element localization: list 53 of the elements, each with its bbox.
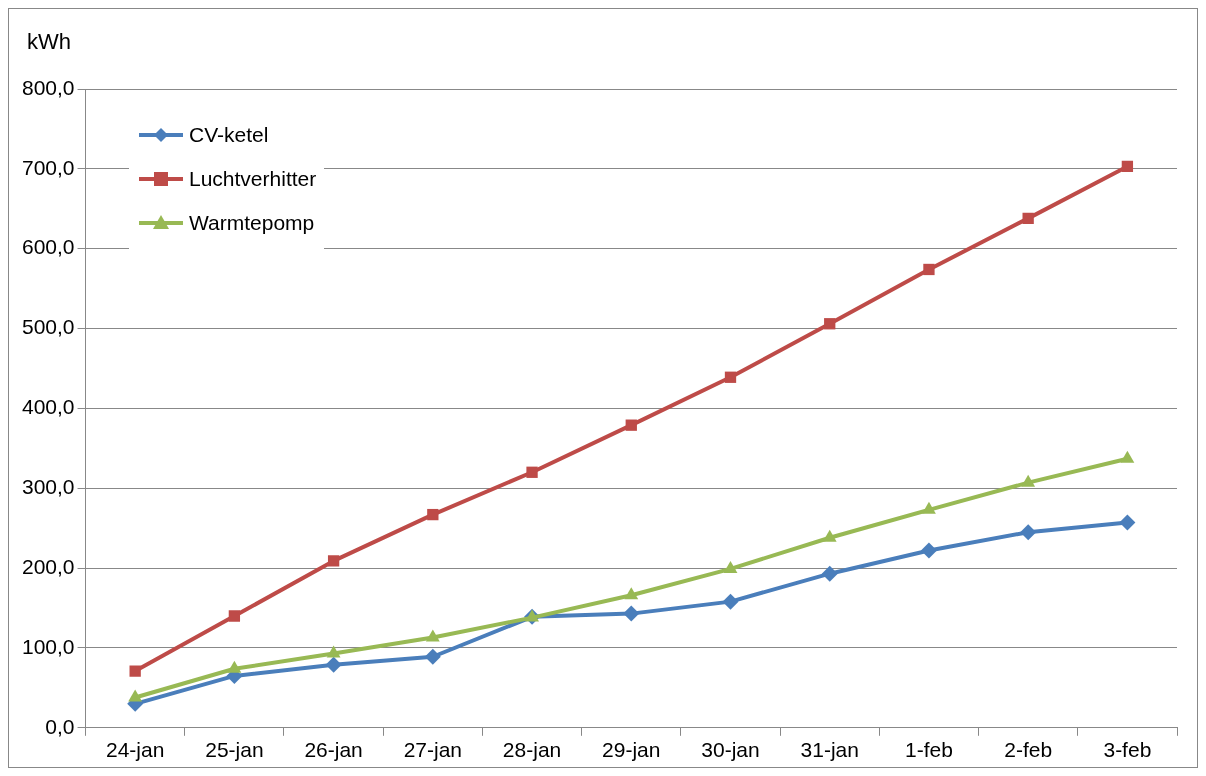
y-tick-label: 0,0 <box>45 714 75 738</box>
x-tick-label: 28-jan <box>502 738 562 762</box>
x-tick-label: 29-jan <box>602 738 661 762</box>
point <box>128 689 143 702</box>
x-tick-label: 2-feb <box>1004 738 1053 762</box>
point <box>822 529 837 542</box>
point <box>325 656 342 673</box>
point <box>1119 514 1136 531</box>
point <box>623 605 640 622</box>
point <box>326 645 341 658</box>
point <box>228 610 241 622</box>
point <box>824 318 836 330</box>
y-tick-label: 100,0 <box>21 634 75 658</box>
point <box>625 419 637 431</box>
y-axis-title: kWh <box>27 29 71 55</box>
x-tick-label: 30-jan <box>701 738 760 762</box>
x-tick-label: 24-jan <box>105 738 165 762</box>
point <box>723 560 738 573</box>
legend-label: Warmtepomp <box>189 211 315 235</box>
y-tick-label: 400,0 <box>21 395 75 419</box>
point <box>227 660 242 673</box>
point <box>1120 450 1135 463</box>
x-tick-label: 1-feb <box>905 738 953 762</box>
point <box>129 665 141 677</box>
point <box>624 587 639 600</box>
y-tick-label: 200,0 <box>21 554 75 578</box>
y-tick-label: 700,0 <box>21 155 75 179</box>
point <box>724 371 737 383</box>
y-tick-label: 600,0 <box>21 235 75 259</box>
x-tick-label: 25-jan <box>205 738 264 762</box>
x-tick-label: 3-feb <box>1103 738 1152 762</box>
point <box>923 263 935 276</box>
point <box>1121 160 1134 173</box>
point <box>922 501 936 514</box>
y-tick-label: 500,0 <box>21 315 75 339</box>
y-tick-label: 300,0 <box>21 475 75 499</box>
point <box>1021 474 1036 487</box>
legend-label: CV-ketel <box>189 123 269 147</box>
point <box>327 555 340 567</box>
point <box>722 593 739 610</box>
x-tick-label: 26-jan <box>304 738 363 762</box>
point <box>821 565 838 582</box>
y-tick-label: 800,0 <box>21 75 75 99</box>
point <box>1022 212 1034 225</box>
point <box>425 629 440 642</box>
legend-label: Luchtverhitter <box>189 167 317 191</box>
point <box>526 466 538 478</box>
point <box>920 542 937 559</box>
x-tick-label: 27-jan <box>403 738 463 762</box>
x-tick-label: 31-jan <box>800 738 859 762</box>
point <box>1020 524 1037 541</box>
point <box>424 648 441 665</box>
point <box>427 508 439 521</box>
